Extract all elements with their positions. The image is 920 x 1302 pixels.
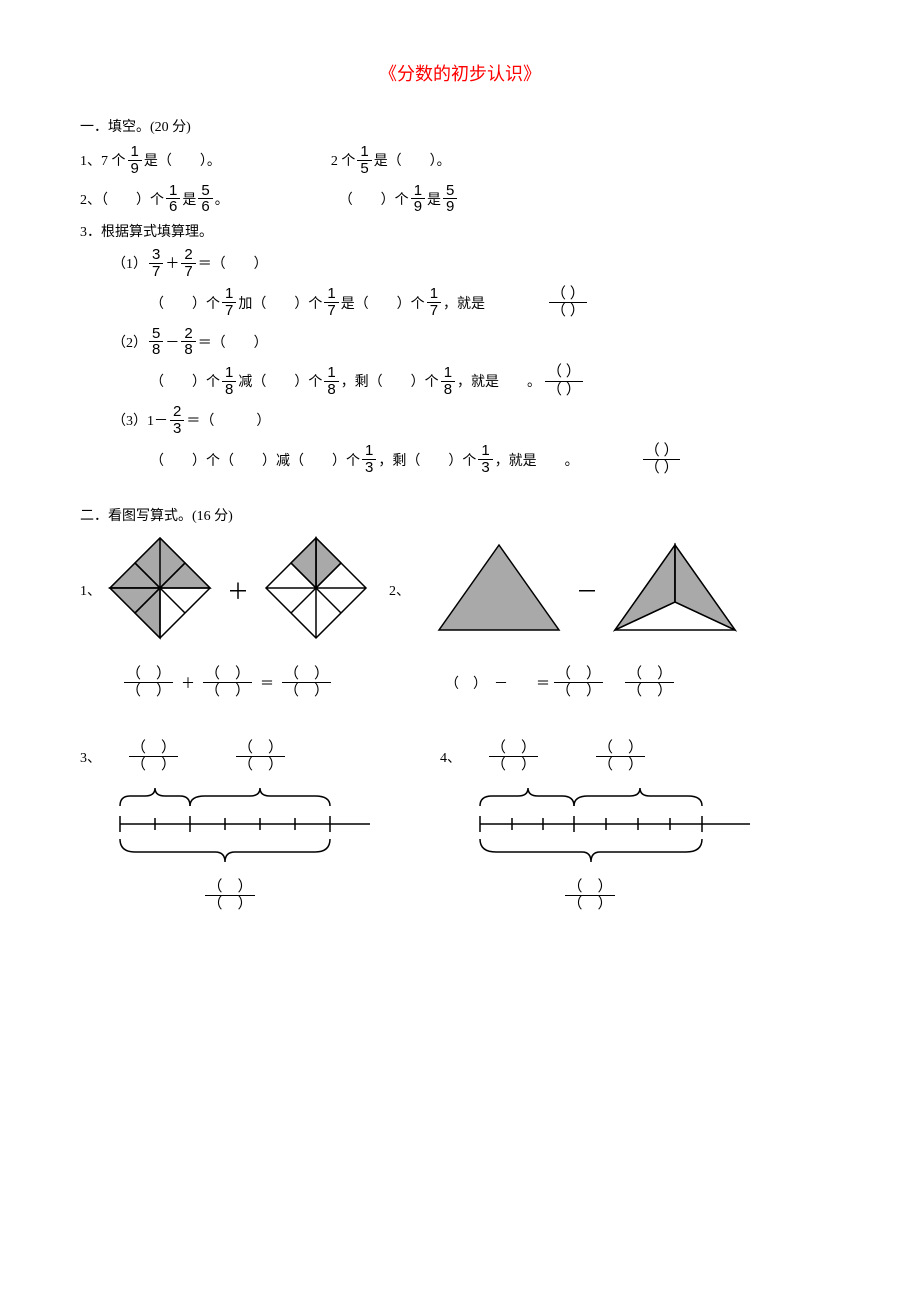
fraction-1-3: 1 3 (478, 443, 492, 476)
blank-fraction: （ ） （ ） (282, 666, 331, 700)
blank-fraction: （ ） （ ） (596, 740, 645, 774)
fraction-1-8: 1 8 (324, 365, 338, 398)
figure-row-1: 1、 ＋ (80, 533, 840, 648)
blank-fraction: （ ） （ ） (554, 666, 603, 700)
q1-part2: 2 个 (331, 150, 356, 170)
blank-fraction: （ ） （ ） (545, 364, 583, 398)
fraction-2-8: 2 8 (181, 326, 195, 359)
q2-4-label: 4、 (440, 747, 461, 767)
fraction-1-6: 1 6 (166, 183, 180, 216)
q4-block: 4、 （ ） （ ） （ ） （ ） (440, 740, 800, 913)
fraction-1-7: 1 7 (427, 286, 441, 319)
answer-row-1: （ ） （ ） ＋ （ ） （ ） ＝ （ ） （ ） （ ） － ＝ （ ） … (120, 666, 840, 700)
q3-1-line1: （1） 3 7 ＋ 2 7 ＝（ ） (112, 247, 840, 280)
page-title: 《分数的初步认识》 (80, 60, 840, 86)
fraction-2-3: 2 3 (170, 404, 184, 437)
fraction-5-8: 5 8 (149, 326, 163, 359)
fraction-1-8: 1 8 (441, 365, 455, 398)
q34-row: 3、 （ ） （ ） （ ） （ ） (80, 740, 840, 913)
q3-heading: 3．根据算式填算理。 (80, 221, 840, 241)
blank-fraction: （ ） （ ） (236, 740, 285, 774)
fraction-1-5: 1 5 (357, 144, 371, 177)
plus-icon: ＋ (227, 574, 249, 606)
diamond-2-icon (261, 533, 371, 648)
q1-tail: 是（ ）。 (374, 150, 451, 170)
blank-fraction: （ ） （ ） (565, 879, 614, 913)
fraction-5-6: 5 6 (198, 183, 212, 216)
q2-prefix: 2、（ ）个 (80, 189, 164, 209)
fraction-3-7: 3 7 (149, 247, 163, 280)
blank-fraction: （ ） （ ） (203, 666, 252, 700)
q3-3-line1: （3）1－ 2 3 ＝（ ） (112, 404, 840, 437)
section1-heading: 一．填空。(20 分) (80, 116, 840, 136)
fraction-1-3: 1 3 (362, 443, 376, 476)
q2-1-label: 1、 (80, 580, 101, 600)
numberline-3-icon (110, 784, 380, 879)
fraction-1-9b: 1 9 (411, 183, 425, 216)
fraction-2-7: 2 7 (181, 247, 195, 280)
q2-2-label: 2、 (389, 580, 410, 600)
fraction-1-7: 1 7 (324, 286, 338, 319)
section2-heading: 二．看图写算式。(16 分) (80, 505, 840, 525)
minus-icon: － (576, 574, 598, 606)
diamond-1-icon (105, 533, 215, 648)
blank-fraction: （ ） （ ） (205, 879, 254, 913)
blank-fraction: （ ） （ ） (489, 740, 538, 774)
numberline-4-icon (470, 784, 760, 879)
q3-3-line2: （ ）个（ ）减（ ）个 1 3 ，剩（ ）个 1 3 ，就是 。 （ ） （ … (150, 443, 840, 477)
row2-text: （ ） － ＝ (445, 673, 550, 693)
fraction-1-7: 1 7 (222, 286, 236, 319)
fraction-1-8: 1 8 (222, 365, 236, 398)
blank-fraction: （ ） （ ） (129, 740, 178, 774)
q1-prefix: 1、7 个 (80, 150, 126, 170)
blank-fraction: （ ） （ ） (625, 666, 674, 700)
blank-fraction: （ ） （ ） (549, 286, 587, 320)
blank-fraction: （ ） （ ） (643, 443, 681, 477)
triangle-full-icon (434, 540, 564, 640)
q1-line: 1、7 个 1 9 是（ ）。 2 个 1 5 是（ ）。 (80, 144, 840, 177)
fraction-5-9: 5 9 (443, 183, 457, 216)
q3-1-line2: （ ）个 1 7 加（ ）个 1 7 是（ ）个 1 7 ，就是 （ ） （ ） (150, 286, 840, 320)
triangle-thirds-icon (610, 540, 740, 640)
blank-fraction: （ ） （ ） (124, 666, 173, 700)
fraction-1-9: 1 9 (128, 144, 142, 177)
q2-line: 2、（ ）个 1 6 是 5 6 。 （ ）个 1 9 是 5 9 (80, 183, 840, 216)
q1-mid: 是（ ）。 (144, 150, 221, 170)
q3-block: 3、 （ ） （ ） （ ） （ ） (80, 740, 440, 913)
q2-3-label: 3、 (80, 747, 101, 767)
q3-2-line1: （2） 5 8 － 2 8 ＝（ ） (112, 326, 840, 359)
q3-2-line2: （ ）个 1 8 减（ ）个 1 8 ，剩（ ）个 1 8 ，就是 。 （ ） … (150, 364, 840, 398)
